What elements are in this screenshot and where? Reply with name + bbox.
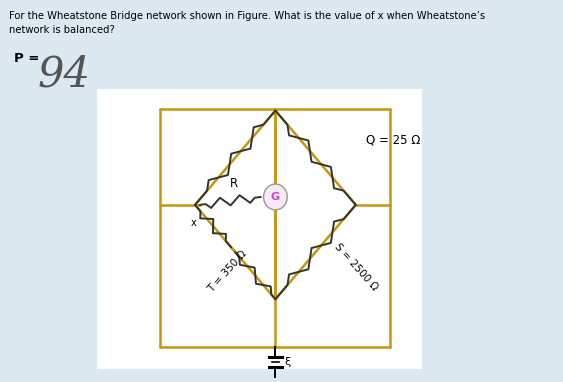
Text: P =: P =: [14, 52, 39, 65]
Text: network is balanced?: network is balanced?: [8, 25, 114, 35]
Text: Q = 25 Ω: Q = 25 Ω: [366, 133, 420, 146]
Text: R: R: [230, 176, 238, 189]
Text: T = 350 Ω: T = 350 Ω: [206, 249, 248, 295]
Circle shape: [263, 184, 287, 210]
Text: 94: 94: [38, 53, 91, 95]
Text: S = 2500 Ω: S = 2500 Ω: [332, 241, 379, 292]
Bar: [97, 89, 422, 369]
Text: For the Wheatstone Bridge network shown in Figure. What is the value of x when W: For the Wheatstone Bridge network shown …: [8, 11, 485, 21]
Text: x: x: [190, 218, 196, 228]
Text: G: G: [271, 192, 280, 202]
Text: ξ: ξ: [284, 357, 291, 367]
